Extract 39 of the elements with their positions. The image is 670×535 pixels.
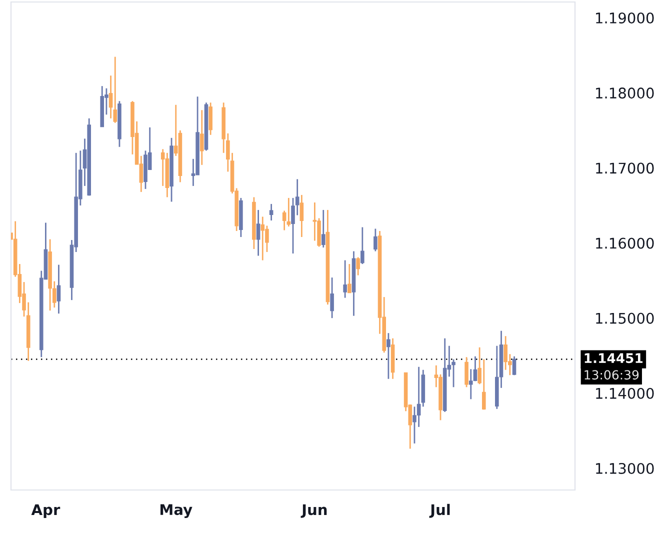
candlestick <box>260 216 265 261</box>
candlestick <box>113 56 118 124</box>
candlestick <box>286 197 291 228</box>
y-tick-label: 1.18000 <box>596 88 654 99</box>
candlestick <box>56 264 61 314</box>
candlestick <box>386 332 390 380</box>
y-tick-label: 1.13000 <box>596 462 654 474</box>
candlestick <box>374 228 378 252</box>
candlestick <box>108 74 113 120</box>
candlestick <box>343 260 347 298</box>
candlestick <box>416 366 421 428</box>
y-tick-label: 1.19000 <box>596 12 654 24</box>
candlestick <box>464 356 468 388</box>
text: 13:06:39 <box>584 370 639 380</box>
candlestick <box>160 148 165 187</box>
candlestick <box>348 263 352 294</box>
y-tick-label: 1.17000 <box>596 162 654 174</box>
y-tick-label: 1.15000 <box>596 312 654 324</box>
candlestick <box>356 256 360 276</box>
candlestick <box>512 356 516 376</box>
candlestick <box>256 209 260 256</box>
candlestick <box>468 368 473 400</box>
y-tick-label: 1.16000 <box>596 238 654 249</box>
x-tick-label: Jul <box>429 504 450 518</box>
candlestick <box>482 358 486 410</box>
candlestick <box>300 194 304 238</box>
candlestick <box>330 276 334 319</box>
candlestick <box>282 210 286 231</box>
candlestick <box>208 102 212 136</box>
ref-line-label: 1.14451 <box>584 353 643 364</box>
candlestick <box>269 203 274 222</box>
x-tick-label: Apr <box>31 504 60 518</box>
candlestick <box>321 209 326 248</box>
candlestick <box>360 226 364 265</box>
x-tick-label: Jun <box>300 504 327 518</box>
candlestick <box>200 109 204 166</box>
candlestick <box>473 356 478 382</box>
y-tick-label: 1.14000 <box>596 388 654 399</box>
x-tick-label: May <box>160 504 192 518</box>
